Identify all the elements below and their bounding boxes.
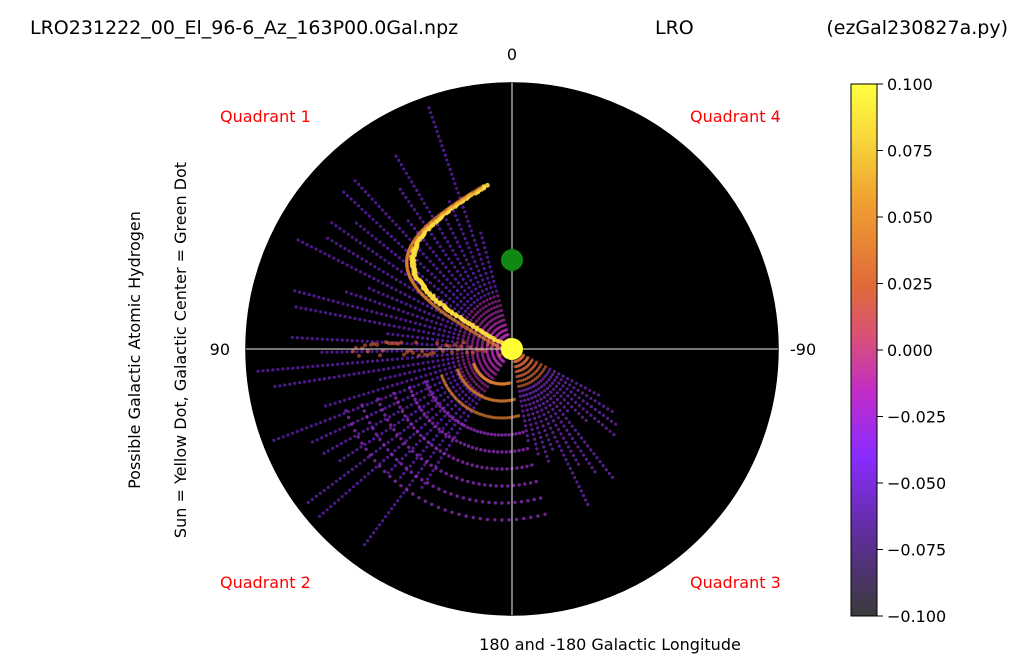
title-left: LRO231222_00_El_96-6_Az_163P00.0Gal.npz <box>30 17 458 39</box>
colorbar-ticks: 0.100 0.075 0.050 0.025 0.000 −0.025 −0.050 −0.… <box>877 75 946 626</box>
angle-label-top: 0 <box>507 45 517 64</box>
quadrant-4-label: Quadrant 4 <box>690 107 781 126</box>
xlabel: 180 and -180 Galactic Longitude <box>479 635 741 654</box>
quadrant-2-label: Quadrant 2 <box>220 573 311 592</box>
colorbar-tick-label: 0.000 <box>887 341 933 360</box>
ylabel-line1: Possible Galactic Atomic Hydrogen <box>125 211 144 489</box>
title-right: (ezGal230827a.py) <box>826 17 1008 39</box>
colorbar-tick-label: 0.100 <box>887 75 933 94</box>
colorbar-tick-label: −0.050 <box>887 474 946 493</box>
quadrant-1-label: Quadrant 1 <box>220 107 311 126</box>
colorbar-tick-label: −0.025 <box>887 408 946 427</box>
sun-dot <box>501 338 523 360</box>
colorbar-tick-label: −0.100 <box>887 607 946 626</box>
angle-label-right: -90 <box>790 340 816 359</box>
colorbar-tick-label: 0.050 <box>887 208 933 227</box>
galactic-center-dot <box>501 249 523 271</box>
colorbar-tick-label: 0.025 <box>887 275 933 294</box>
ylabel-line2: Sun = Yellow Dot, Galactic Center = Gree… <box>171 162 190 538</box>
title-center: LRO <box>655 17 694 39</box>
colorbar <box>850 83 878 617</box>
colorbar-tick-label: 0.075 <box>887 142 933 161</box>
quadrant-3-label: Quadrant 3 <box>690 573 781 592</box>
angle-label-left: 90 <box>210 340 230 359</box>
colorbar-tick-label: −0.075 <box>887 541 946 560</box>
